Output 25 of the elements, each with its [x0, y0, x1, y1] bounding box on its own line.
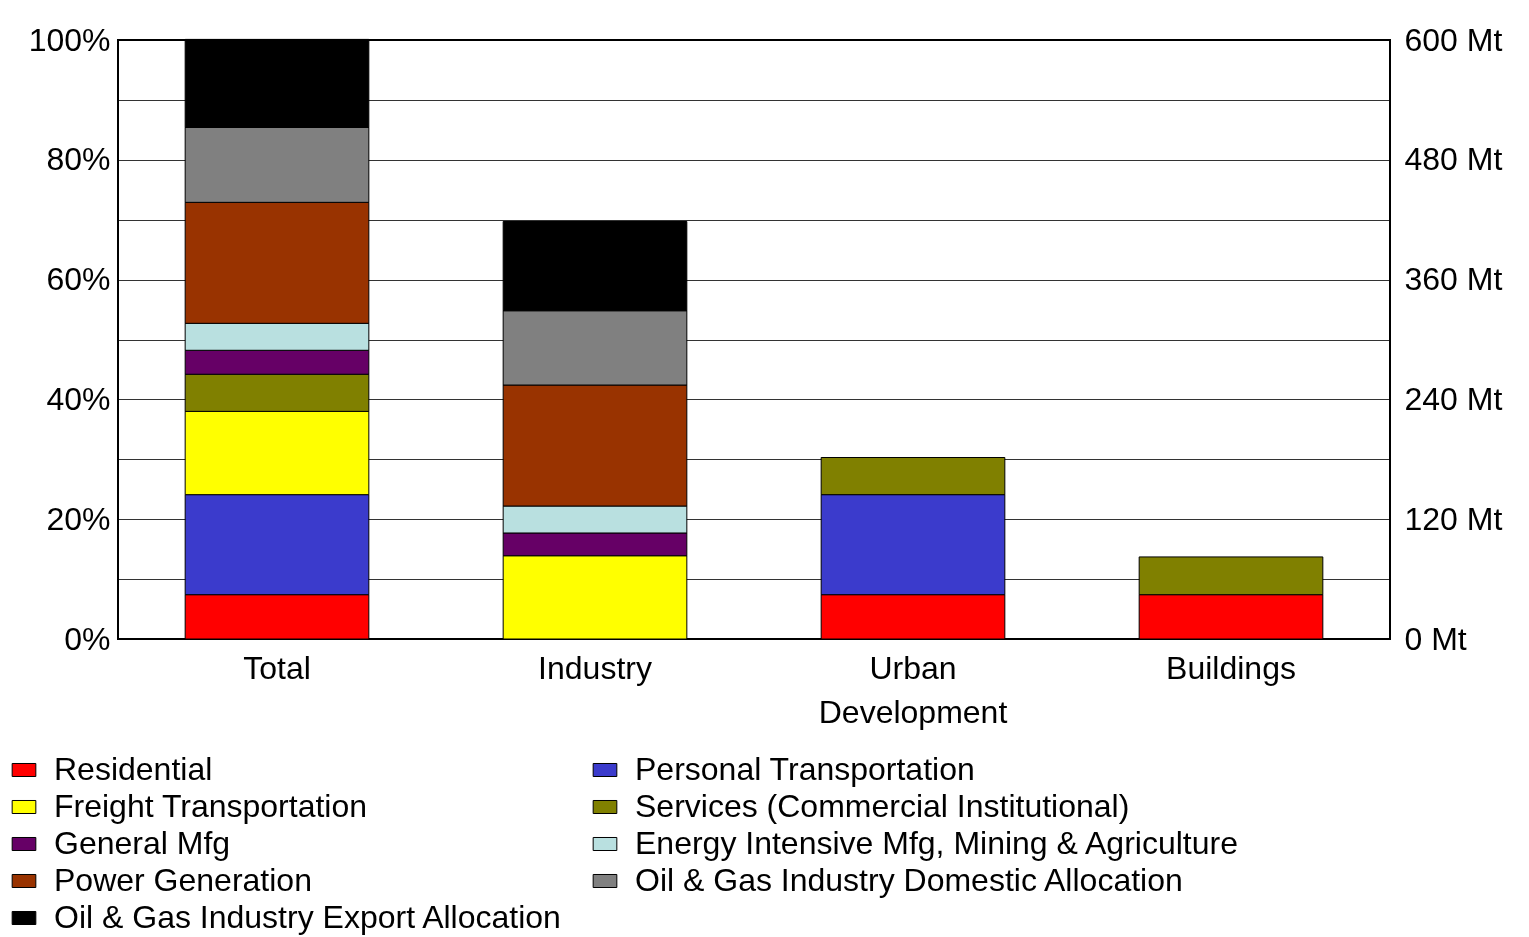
y2-tick-label: 240 Mt [1404, 380, 1503, 417]
legend-label: General Mfg [54, 825, 231, 861]
y-tick-label: 60% [46, 261, 111, 298]
y2-tick-label: 480 Mt [1404, 141, 1503, 178]
y2-tick-label: 600 Mt [1404, 21, 1503, 58]
legend-label: Services (Commercial Institutional) [635, 788, 1130, 824]
y2-tick-label: 120 Mt [1404, 500, 1503, 537]
y2-tick-label: 0 Mt [1404, 620, 1467, 657]
x-tick-label: Industry [538, 649, 652, 686]
y-tick-label: 20% [46, 500, 111, 537]
x-tick-label: Total [243, 649, 311, 686]
legend-label: Energy Intensive Mfg, Mining & Agriculture [635, 825, 1238, 861]
legend-label: Oil & Gas Industry Export Allocation [54, 899, 561, 935]
y-tick-label: 100% [28, 21, 111, 58]
legend-label: Power Generation [54, 862, 312, 898]
legend-label: Oil & Gas Industry Domestic Allocation [635, 862, 1183, 898]
y2-tick-label: 360 Mt [1404, 261, 1503, 298]
y-tick-label: 80% [46, 141, 111, 178]
legend-label: Freight Transportation [54, 788, 368, 824]
x-tick-label: Buildings [1166, 649, 1296, 686]
legend-label: Personal Transportation [635, 751, 975, 787]
y-tick-label: 0% [64, 620, 111, 657]
x-tick-label: Urban Development [818, 649, 1008, 730]
legend-label: Residential [54, 751, 213, 787]
y-tick-label: 40% [46, 380, 111, 417]
